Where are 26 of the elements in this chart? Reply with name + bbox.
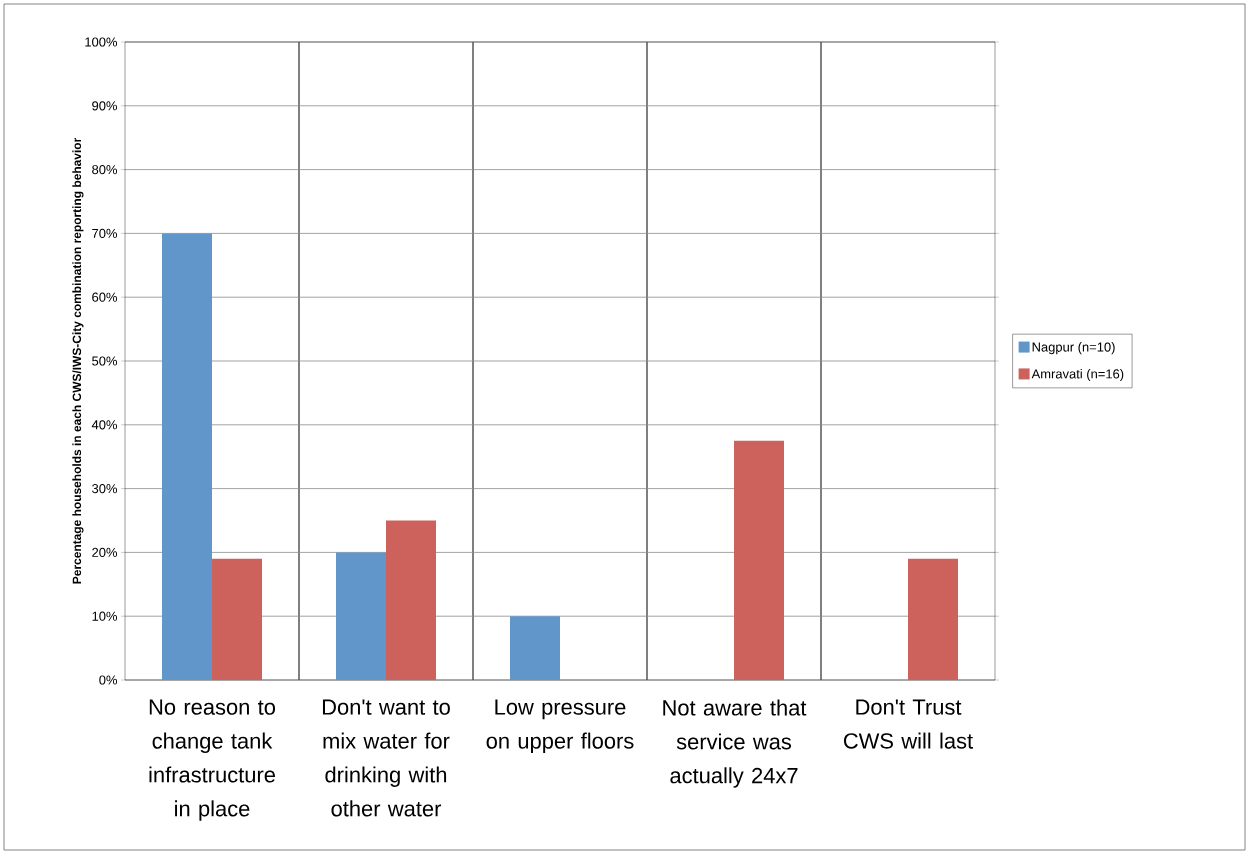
y-tick-label: 50% [92,356,118,366]
y-tick-label: 20% [92,547,118,557]
bar [162,233,212,680]
bar [386,520,436,680]
x-tick-label: Low pressure on upper floors [486,699,634,754]
y-tick-label: 0% [99,675,118,685]
bar [510,616,560,680]
y-tick-label: 80% [92,165,118,175]
bar [212,558,262,680]
x-tick-label: Don't Trust CWS will last [843,699,973,749]
y-tick-label: 30% [92,484,118,494]
legend-label: Amravati (n=16) [1031,368,1124,382]
x-tick-label: No reason to change tank infrastructure in place [149,699,276,821]
y-tick-label: 10% [92,611,118,621]
y-tick-label: 90% [92,101,118,111]
bar [734,440,785,680]
legend-label: Nagpur (n=10) [1032,342,1115,355]
y-tick-label: 100% [85,37,118,47]
y-tick-label: 40% [91,420,118,430]
y-tick-label: 70% [92,228,118,238]
bar [908,558,959,680]
y-tick-label: 60% [92,292,118,302]
x-tick-label: Not aware that service was actually 24x7 [663,699,807,788]
x-tick-label: Don't want to mix water for drinking with other water [322,699,450,817]
y-axis-title: Percentage households in each CWS/IWS-City combination reporting behavior [72,137,84,584]
bar [336,552,386,680]
